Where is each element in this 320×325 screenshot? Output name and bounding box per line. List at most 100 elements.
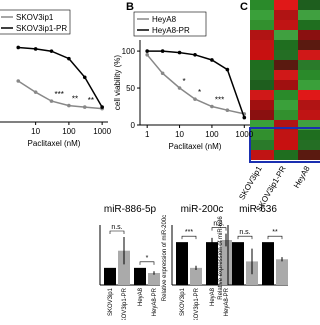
point (210, 58, 214, 62)
panel-letter: C (240, 1, 248, 13)
bar (134, 267, 146, 285)
x-axis-label: Paclitaxel (nM) (169, 142, 222, 151)
point (177, 50, 182, 55)
y-axis-label: cell viability (%) (113, 55, 122, 110)
category-label: SKOV3ip1 (108, 287, 114, 316)
heat-cell (298, 90, 320, 100)
significance: * (146, 255, 149, 262)
significance: *** (55, 90, 64, 99)
heat-cell (298, 30, 320, 40)
heat-cell (274, 60, 298, 70)
point (193, 97, 197, 101)
point (16, 45, 21, 50)
heat-cell (298, 120, 320, 130)
heat-cell (274, 90, 298, 100)
significance: n.s. (239, 229, 250, 236)
bar (104, 267, 116, 285)
heat-cell (274, 140, 298, 150)
heat-cell (298, 40, 320, 50)
heat-cell (298, 0, 320, 10)
curve (17, 80, 103, 110)
point (145, 52, 149, 57)
significance: *** (215, 96, 224, 105)
heat-cell (274, 0, 298, 10)
point (225, 108, 230, 113)
category-label: HeyA8-PR (152, 287, 158, 316)
heat-cell (250, 120, 274, 130)
significance: ** (72, 95, 78, 104)
heat-cell (274, 100, 298, 110)
point (225, 67, 230, 72)
category-label: HeyA8 (210, 287, 216, 306)
bar (176, 242, 188, 285)
heat-cell (250, 0, 274, 10)
point (82, 105, 87, 109)
significance-bracket (109, 230, 125, 234)
bar (206, 242, 218, 285)
significance-bracket (181, 235, 197, 240)
significance-bracket (237, 235, 253, 240)
heat-cell (298, 150, 320, 160)
point (145, 49, 149, 53)
x-tick-label: 10 (175, 130, 184, 139)
heat-cell (250, 90, 274, 100)
x-tick-label: 1000 (235, 130, 253, 139)
y-tick-label: 50 (126, 84, 135, 93)
heat-cell (250, 130, 274, 140)
y-axis-label: Relative expression of miR-636 (218, 216, 224, 300)
legend-box (133, 11, 207, 37)
category-label: SKOV3ip1-PR (194, 287, 200, 320)
category-label: HeyA8-PR (224, 287, 230, 316)
significance: n.s. (111, 224, 122, 231)
heat-cell (250, 80, 274, 90)
bar (148, 273, 160, 285)
x-tick-label: 100 (205, 130, 219, 139)
y-tick-label: 0 (131, 121, 136, 130)
significance: ** (88, 96, 94, 105)
heat-cell (250, 30, 274, 40)
legend-label: SKOV3ip1 (16, 13, 54, 22)
legend-label: HeyA8 (152, 15, 177, 24)
heat-cell (274, 10, 298, 20)
point (67, 103, 71, 108)
heat-cell (298, 130, 320, 140)
significance: * (183, 77, 186, 86)
x-tick-label: 10 (31, 127, 40, 136)
point (67, 56, 71, 61)
heatmap (250, 0, 320, 160)
curve (18, 46, 103, 108)
heat-cell (250, 10, 274, 20)
heat-cell (250, 110, 274, 120)
heat-cell (298, 100, 320, 110)
heat-cell (274, 50, 298, 60)
point (49, 49, 54, 53)
heat-cell (274, 30, 298, 40)
point (210, 104, 214, 109)
y-tick-label: 100 (122, 47, 136, 56)
heat-cell (298, 60, 320, 70)
significance: n.s. (213, 221, 224, 228)
heat-cell (250, 70, 274, 80)
heat-cell (298, 10, 320, 20)
panel-title: miR-200c (181, 204, 224, 215)
significance: *** (185, 229, 193, 236)
legend-label: SKOV3ip1-PR (16, 24, 67, 33)
point (82, 75, 87, 80)
significance: * (198, 88, 201, 97)
heat-cell (250, 50, 274, 60)
x-tick-label: 100 (62, 127, 76, 136)
point (242, 115, 247, 120)
heat-cell (298, 110, 320, 120)
bar (232, 242, 244, 285)
highlight-box (249, 127, 320, 163)
point (193, 52, 197, 57)
panel-letter: B (126, 1, 134, 13)
x-tick-label: 1000 (93, 127, 111, 136)
bar (190, 267, 202, 285)
heat-cell (274, 120, 298, 130)
point (33, 90, 38, 94)
heat-cell (274, 130, 298, 140)
heat-cell (250, 20, 274, 30)
heat-cell (274, 150, 298, 160)
point (49, 99, 54, 103)
